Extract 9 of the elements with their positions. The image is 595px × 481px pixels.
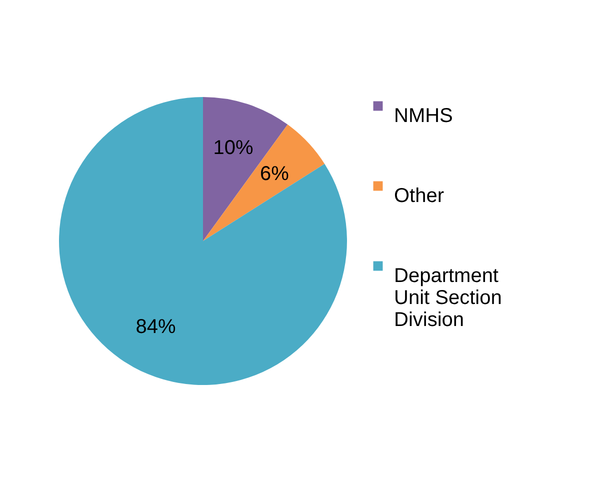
pie-slice xyxy=(59,97,347,385)
legend-label: NMHS xyxy=(394,105,453,127)
legend-label: Department Unit Section Division xyxy=(394,265,502,331)
data-label: 6% xyxy=(260,162,290,185)
pie-slice xyxy=(203,124,325,241)
data-label: 10% xyxy=(213,136,254,159)
legend-label: Other xyxy=(394,185,444,207)
pie-slice xyxy=(203,97,288,241)
data-label: 84% xyxy=(136,316,176,338)
